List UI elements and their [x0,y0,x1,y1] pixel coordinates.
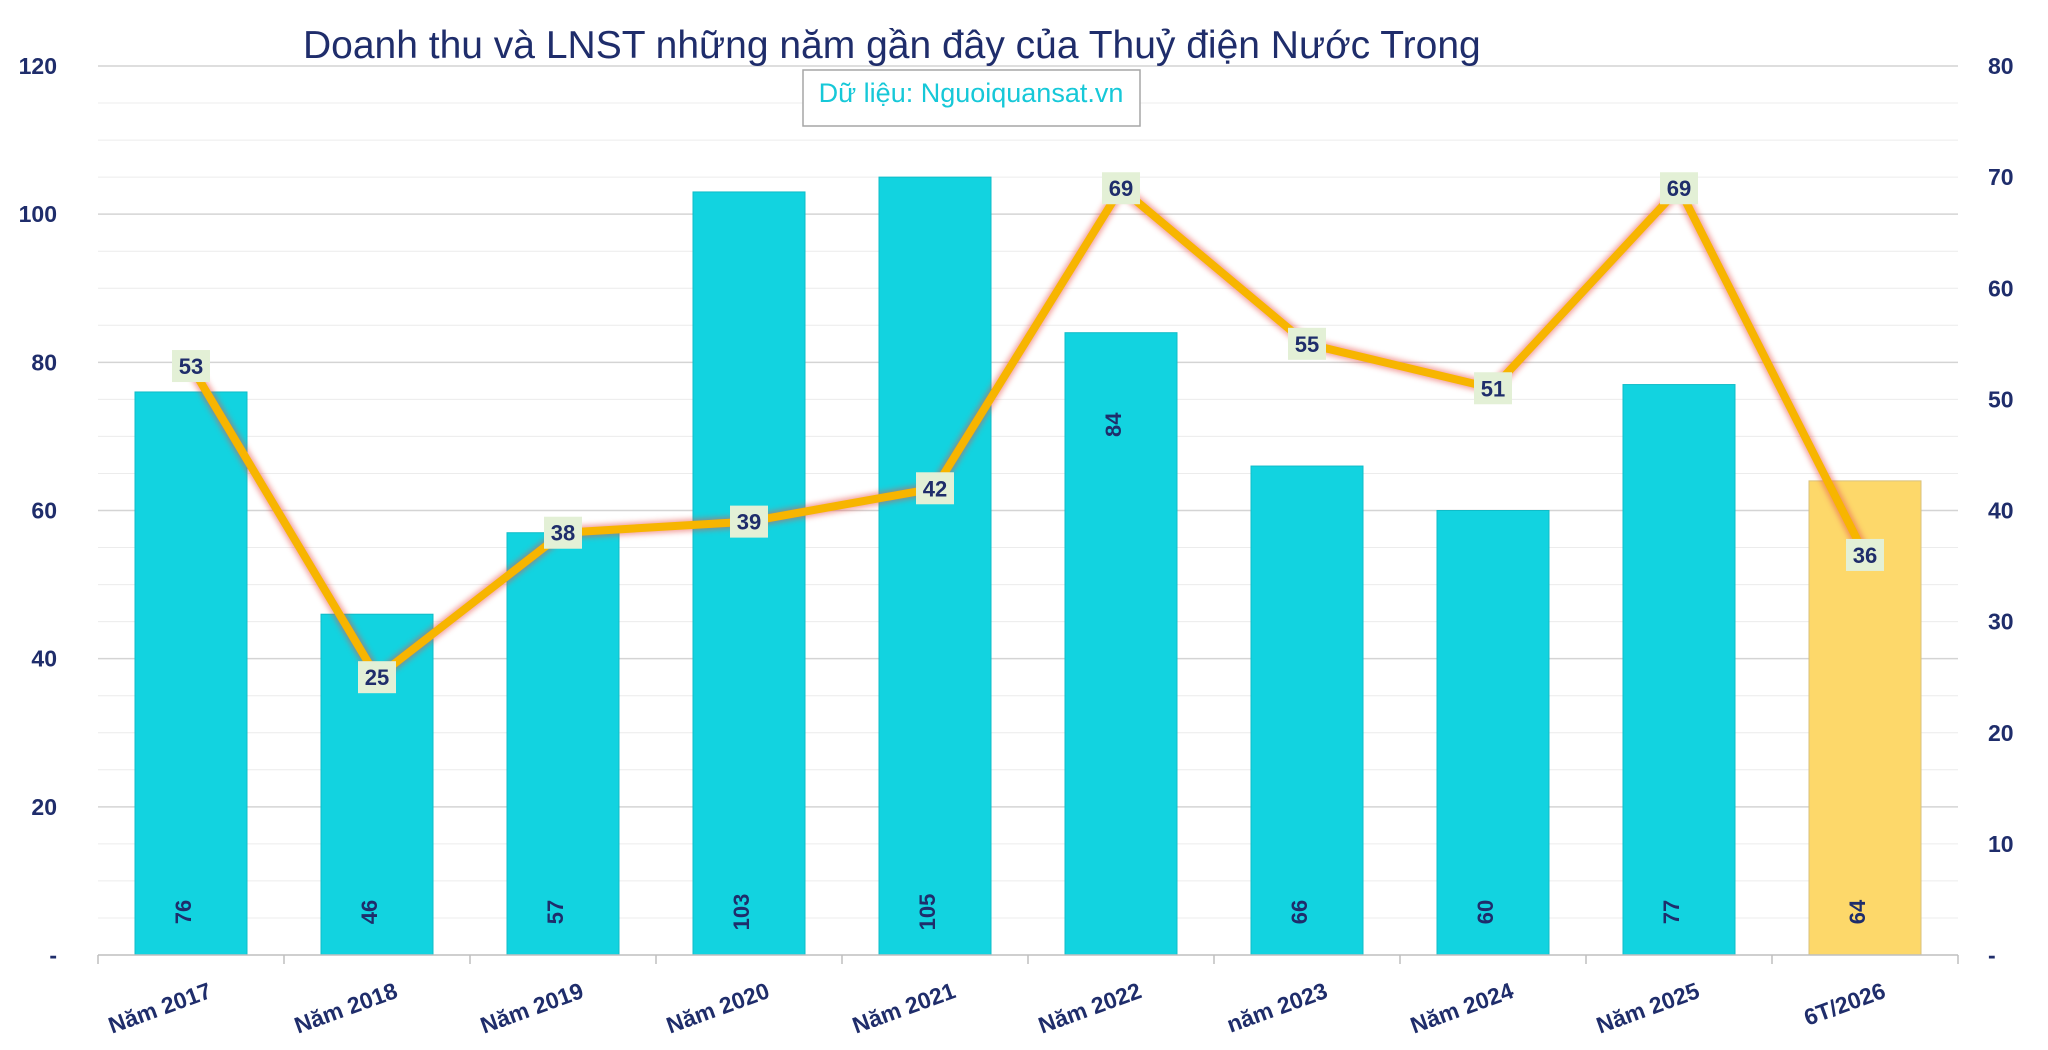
line-point: 25 [358,661,396,694]
line-path [187,184,1869,682]
source-label: Dữ liệu: Nguoiquansat.vn [819,78,1124,108]
bar-value-label: 84 [1101,412,1126,437]
x-tick-label: Năm 2017 [105,977,215,1038]
bar [878,176,992,956]
line-point: 42 [916,472,954,505]
line-label-box [730,505,768,538]
bar [1622,384,1736,956]
line-point: 69 [1660,172,1698,205]
bar-series [134,176,1922,956]
left-axis-tick-label: 80 [31,349,57,375]
right-axis-tick-label: 50 [1988,386,2014,412]
bar [692,191,806,956]
right-axis-tick-label: 80 [1988,53,2014,79]
bar-value-label: 77 [1659,900,1684,924]
line-value-label: 51 [1481,376,1505,401]
line-value-label: 69 [1109,176,1133,201]
line-label-box [1102,172,1140,205]
line-point: 39 [730,505,768,538]
bar-value-label: 76 [171,900,196,924]
source-box: Dữ liệu: Nguoiquansat.vn [802,69,1141,127]
bar-value-label: 46 [357,900,382,924]
line-value-label: 38 [551,521,575,546]
bar [506,532,620,956]
line-label-box [358,661,396,694]
line-value-label: 25 [365,665,389,690]
line-value-label: 42 [923,476,947,501]
right-axis-tick-label: 70 [1988,164,2014,190]
line-point: 36 [1846,538,1884,571]
line-value-label: 36 [1853,543,1877,568]
line-point: 69 [1102,172,1140,205]
bar-value-label: 57 [543,900,568,924]
x-tick-label: Năm 2018 [291,977,401,1038]
x-tick-label: Năm 2020 [663,977,773,1038]
bar-data-labels: 76 46 57 103 105 84 66 60 77 64 [171,412,1870,931]
line-point: 55 [1288,327,1326,360]
bar-value-label: 103 [729,894,754,931]
left-axis-tick-label: 100 [19,201,57,227]
x-tick-label: Năm 2019 [477,977,587,1038]
bar [1064,332,1178,956]
line-point: 51 [1474,372,1512,405]
line-value-label: 55 [1295,332,1319,357]
line-label-box [544,516,582,549]
bar [134,391,248,956]
x-tick-label: Năm 2025 [1593,977,1703,1038]
line-value-label: 69 [1667,176,1691,201]
line-label-box [172,350,210,383]
x-tick-label: Năm 2022 [1035,977,1145,1038]
left-axis-tick-label: 60 [31,498,57,524]
x-tick-label: Năm 2021 [849,977,959,1038]
source-box-frame [802,69,1141,127]
right-axis-tick-label: 10 [1988,831,2014,857]
chart-title: Doanh thu và LNST những năm gần đây của … [303,24,1481,67]
right-axis-tick-label: - [1988,942,1996,968]
line-value-label: 39 [737,510,761,535]
line-point: 53 [172,350,210,383]
bar-value-label: 105 [915,894,940,931]
bar [1436,510,1550,956]
left-axis-tick-label: - [49,942,57,968]
right-axis-tick-label: 30 [1988,609,2014,635]
right-axis-tick-label: 60 [1988,275,2014,301]
line-point: 38 [544,516,582,549]
left-axis-tick-label: 20 [31,794,57,820]
bar-value-label: 64 [1845,899,1870,924]
line-series [185,182,1871,684]
line-label-box [1474,372,1512,405]
x-tick-label: Năm 2024 [1407,977,1517,1038]
x-tick-label: năm 2023 [1223,977,1330,1037]
line-label-box [916,472,954,505]
bar-value-label: 66 [1287,900,1312,924]
right-axis-tick-label: 20 [1988,720,2014,746]
bar [1250,465,1364,956]
line-label-box [1660,172,1698,205]
line-value-label: 53 [179,354,203,379]
line-data-labels: 53 25 38 39 42 69 55 51 69 36 [172,172,1884,694]
x-tick-label: 6T/2026 [1801,977,1889,1030]
line-label-box [1288,327,1326,360]
left-axis-tick-label: 40 [31,646,57,672]
right-axis-tick-label: 40 [1988,498,2014,524]
left-axis-tick-label: 120 [19,53,57,79]
line-label-box [1846,538,1884,571]
bar-value-label: 60 [1473,900,1498,924]
